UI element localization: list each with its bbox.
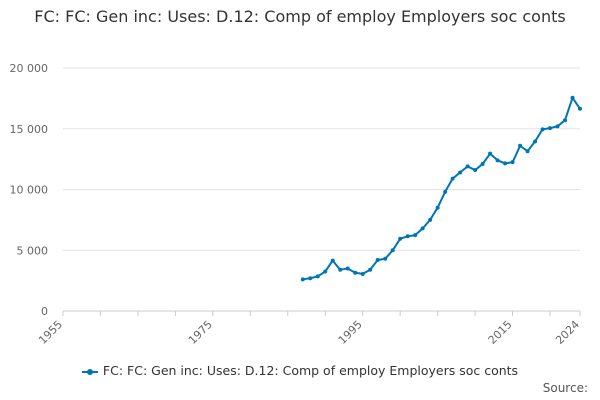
chart-title: FC: FC: Gen inc: Uses: D.12: Comp of emp… — [34, 7, 566, 26]
y-tick-label: 15 000 — [10, 123, 49, 136]
data-point — [428, 217, 433, 222]
data-point — [405, 234, 410, 239]
data-point — [420, 226, 425, 231]
data-point — [375, 257, 380, 262]
data-point — [503, 161, 508, 166]
data-point — [533, 139, 538, 144]
data-point — [570, 95, 575, 100]
data-point — [540, 127, 545, 132]
data-point — [465, 164, 470, 169]
data-point — [390, 248, 395, 253]
data-point — [443, 189, 448, 194]
data-point — [488, 151, 493, 156]
data-point — [518, 143, 523, 148]
data-point — [338, 267, 343, 272]
x-tick-label: 1975 — [186, 318, 215, 347]
data-point — [458, 170, 463, 175]
data-point — [495, 158, 500, 163]
series-line — [302, 96, 581, 281]
series-line-group — [300, 95, 582, 282]
data-point — [548, 126, 553, 131]
legend-label: FC: FC: Gen inc: Uses: D.12: Comp of emp… — [102, 363, 519, 378]
data-point — [555, 124, 560, 129]
x-tick-label: 1955 — [36, 318, 65, 347]
data-point — [323, 269, 328, 274]
data-point — [383, 256, 388, 261]
data-point — [300, 277, 305, 282]
y-tick-label: 0 — [41, 305, 48, 318]
data-point — [578, 106, 582, 111]
y-tick-label: 10 000 — [10, 184, 49, 197]
data-point — [330, 258, 335, 263]
data-point — [473, 168, 478, 173]
data-point — [525, 149, 530, 154]
data-point — [353, 270, 358, 275]
data-point — [435, 205, 440, 210]
data-point — [450, 176, 455, 181]
data-point — [510, 160, 515, 165]
data-point — [308, 276, 313, 281]
data-point — [360, 271, 365, 276]
data-point — [563, 118, 568, 123]
gridlines — [63, 67, 580, 251]
x-tick-label: 2024 — [553, 318, 582, 347]
y-tick-label: 20 000 — [10, 62, 49, 75]
axes: 0 5 000 10 000 15 000 20 000 1955 1975 1995 2015… — [10, 62, 583, 347]
data-point — [480, 161, 485, 166]
x-tick-label: 2015 — [486, 318, 515, 347]
data-point — [413, 233, 418, 238]
data-point — [315, 274, 320, 279]
y-tick-label: 5 000 — [17, 244, 49, 257]
x-tick-label: 1995 — [336, 318, 365, 347]
source-label: Source: — [542, 381, 588, 395]
data-point — [345, 266, 350, 271]
data-point — [368, 267, 373, 272]
data-point — [398, 236, 403, 241]
legend-swatch — [81, 368, 98, 375]
legend[interactable]: FC: FC: Gen inc: Uses: D.12: Comp of emp… — [0, 363, 600, 378]
